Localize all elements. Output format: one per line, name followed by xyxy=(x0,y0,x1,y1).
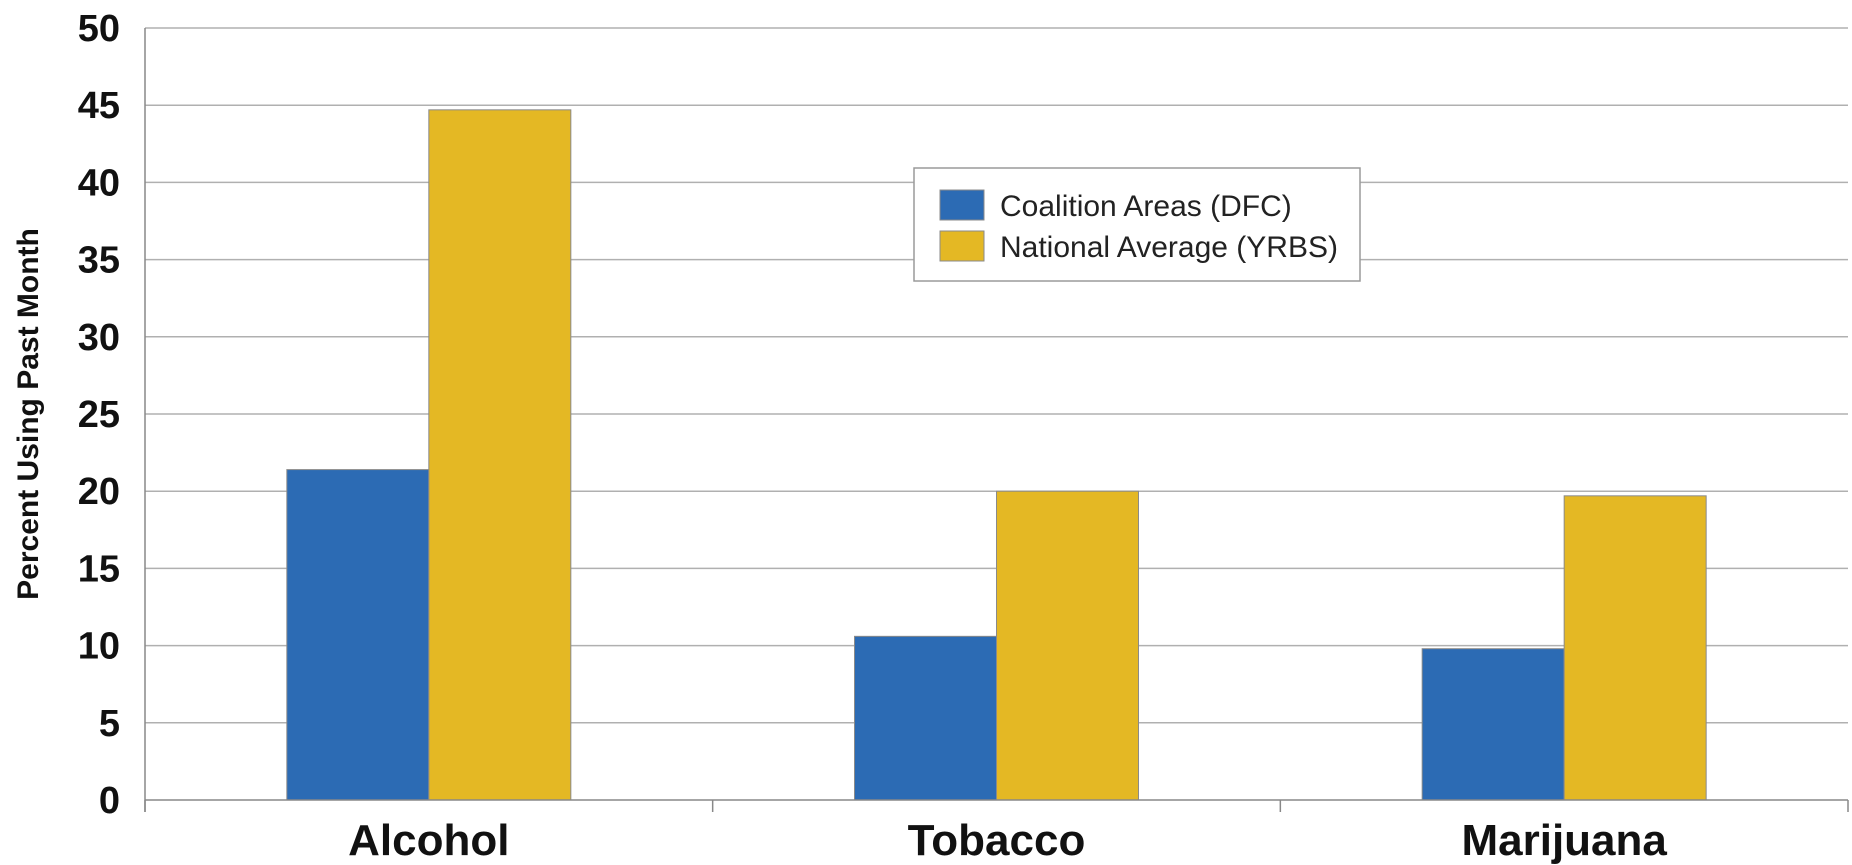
legend-swatch xyxy=(939,230,985,262)
y-tick-label: 45 xyxy=(78,85,120,127)
legend-swatch xyxy=(939,189,985,221)
legend-items: Coalition Areas (DFC) National Average (Y… xyxy=(939,189,1338,264)
bar-tobacco-series-1 xyxy=(854,635,997,801)
category-labels: Alcohol Tobacco Marijuana xyxy=(348,816,1667,865)
bar-tobacco-series-2 xyxy=(996,490,1139,801)
y-tick-label: 40 xyxy=(78,162,120,204)
legend-label: Coalition Areas (DFC) xyxy=(1000,190,1292,223)
bar-marijuana-series-2 xyxy=(1563,495,1707,801)
bar-alcohol-series-2 xyxy=(428,109,572,801)
bar-alcohol-series-1 xyxy=(286,469,430,801)
category-label: Marijuana xyxy=(1461,816,1667,865)
y-tick-label: 20 xyxy=(78,471,120,513)
y-tick-label: 0 xyxy=(99,780,120,822)
category-label: Tobacco xyxy=(908,816,1086,865)
category-label: Alcohol xyxy=(348,816,509,865)
y-tick-label: 50 xyxy=(78,8,120,50)
bar-marijuana-series-1 xyxy=(1421,648,1565,801)
y-tick-label: 5 xyxy=(99,703,120,745)
legend-box xyxy=(913,167,1361,282)
y-tick-label: 15 xyxy=(78,548,120,590)
axes xyxy=(144,28,1849,812)
y-tick-labels: 0 5 10 15 20 25 30 35 40 45 50 xyxy=(78,8,120,822)
legend: Coalition Areas (DFC) National Average (Y… xyxy=(913,167,1361,282)
y-tick-label: 10 xyxy=(78,626,120,668)
y-tick-label: 35 xyxy=(78,240,120,282)
y-tick-label: 25 xyxy=(78,394,120,436)
legend-label: National Average (YRBS) xyxy=(1000,231,1338,264)
y-tick-label: 30 xyxy=(78,317,120,359)
y-axis-label: Percent Using Past Month xyxy=(12,228,45,600)
